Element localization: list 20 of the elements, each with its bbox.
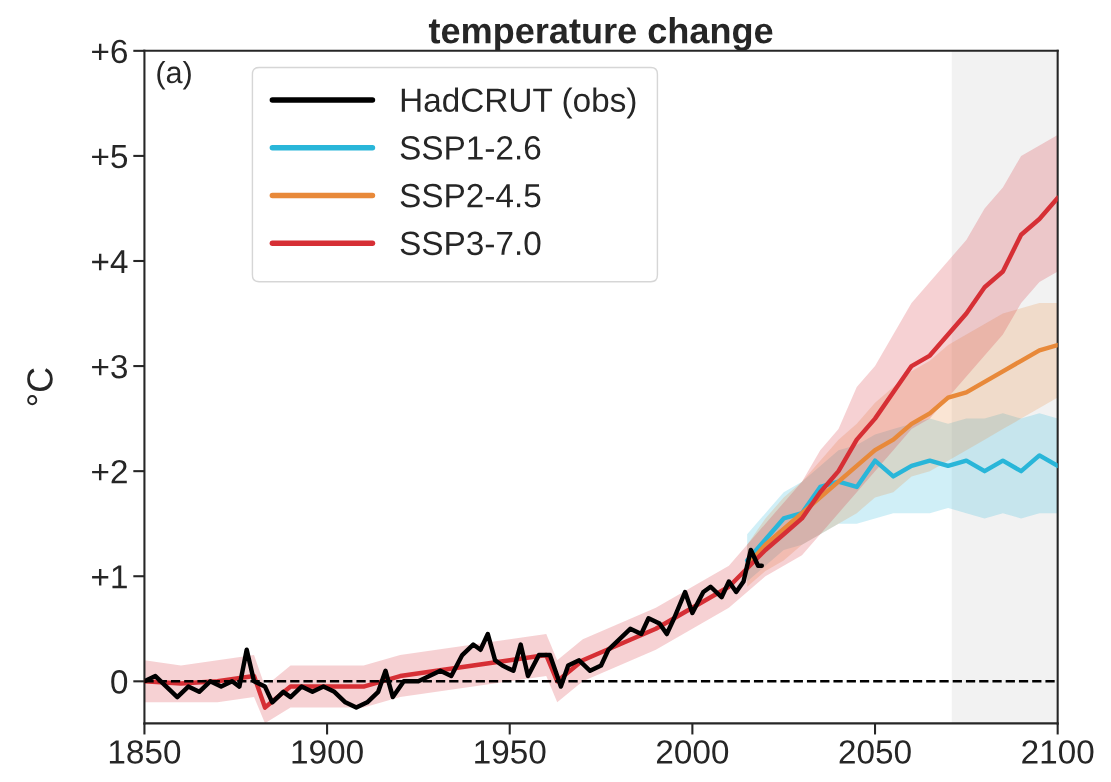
- y-axis-title: °C: [27, 368, 53, 406]
- x-tick-label: 2000: [656, 740, 729, 764]
- y-tick-label: +3: [92, 354, 127, 379]
- y-tick-label: +6: [92, 39, 127, 64]
- y-tick-label: 0: [111, 670, 128, 694]
- y-tick-label: +5: [92, 145, 128, 169]
- x-tick-label: 2050: [839, 740, 911, 764]
- x-tick-label: 2100: [1022, 740, 1094, 764]
- y-tick-label: +2: [92, 459, 127, 484]
- legend-label: SSP1-2.6: [400, 136, 541, 160]
- x-tick-label: 1900: [292, 740, 363, 764]
- y-tick-label: +4: [92, 250, 128, 274]
- x-tick-label: 1950: [475, 740, 546, 764]
- legend-label: SSP2-4.5: [400, 183, 541, 208]
- legend-label: SSP3-7.0: [400, 231, 541, 256]
- annotation: (a): [157, 60, 191, 90]
- legend-label: HadCRUT (obs): [401, 87, 636, 119]
- y-tick-label: +1: [92, 565, 127, 589]
- x-tick-label: 1850: [109, 740, 181, 764]
- chart-title: temperature change: [428, 17, 773, 51]
